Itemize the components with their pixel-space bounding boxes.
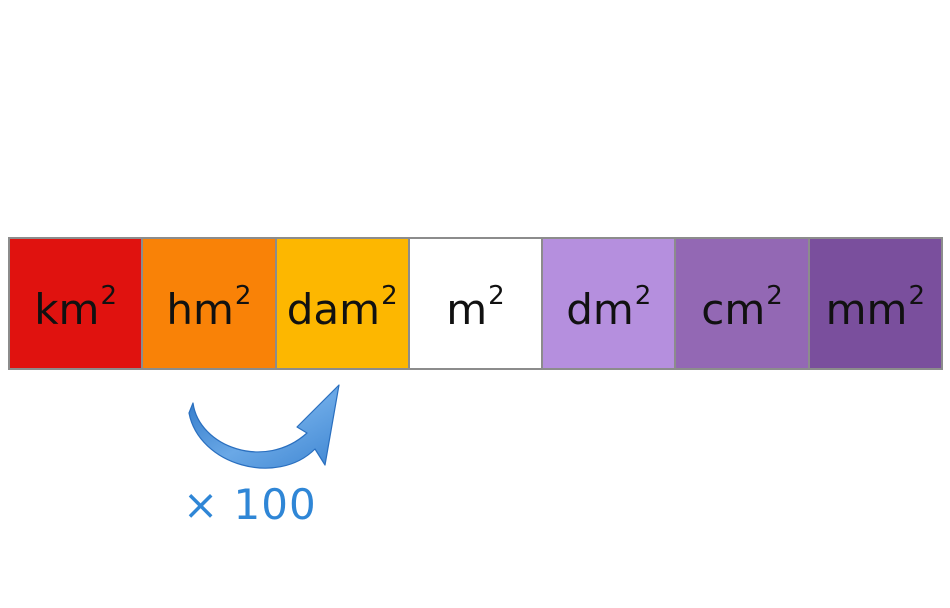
unit-label: km2 (34, 280, 118, 334)
unit-label: mm2 (825, 280, 926, 334)
unit-cell-dam2: dam2 (276, 239, 410, 368)
unit-label: cm2 (701, 280, 783, 334)
unit-label: dam2 (286, 280, 398, 334)
unit-label: m2 (446, 280, 505, 334)
conversion-factor-label: × 100 (183, 480, 317, 529)
curved-arrow-icon (188, 384, 340, 469)
unit-cell-cm2: cm2 (676, 239, 810, 368)
unit-label: dm2 (566, 280, 652, 334)
unit-cell-dm2: dm2 (543, 239, 677, 368)
unit-conversion-table: km2 hm2 dam2 m2 dm2 cm2 mm2 (8, 237, 943, 370)
unit-cell-m2: m2 (409, 239, 544, 368)
arrow-shape (188, 384, 340, 469)
unit-label: hm2 (166, 280, 252, 334)
unit-cell-km2: km2 (10, 239, 144, 368)
unit-cell-hm2: hm2 (143, 239, 277, 368)
unit-cell-mm2: mm2 (809, 239, 941, 368)
